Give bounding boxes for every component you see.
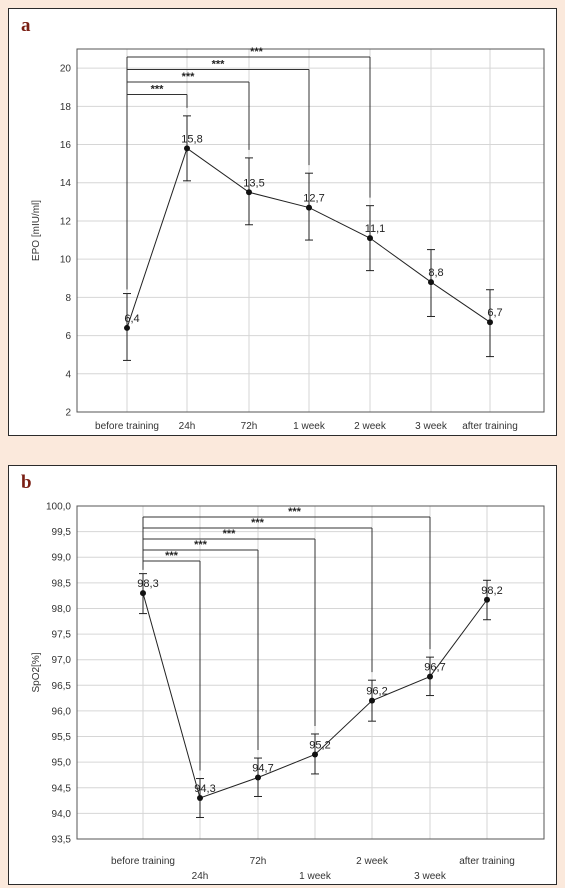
data-point	[428, 279, 434, 286]
y-tick-label: 20	[60, 64, 72, 75]
y-tick-label: 98,0	[52, 604, 72, 615]
y-tick-label: 2	[65, 408, 71, 419]
spo2-chart: 93,5 94,0 94,5 95,0 95,5 96,0 96,5 97,0 97,5 98,0…	[31, 502, 545, 882]
data-point	[246, 189, 252, 196]
data-point	[427, 673, 433, 680]
significance-stars: ***	[223, 528, 237, 540]
data-label: 8,8	[428, 267, 443, 279]
y-tick-label: 12	[60, 216, 72, 227]
significance-stars: ***	[288, 506, 302, 518]
y-tick-label: 100,0	[46, 502, 71, 513]
data-label: 6,7	[487, 307, 502, 319]
data-label: 12,7	[303, 193, 324, 205]
y-axis-label: EPO [mIU/ml]	[31, 200, 42, 261]
data-label: 94,3	[194, 783, 215, 795]
chart-panel-b: b 93,5 94,0 94,5 95,0 95,5 96,0 96,5 97,0 97,5 98…	[8, 465, 557, 885]
x-tick-label: 72h	[241, 421, 258, 432]
y-axis-label: SpO2[%]	[31, 652, 42, 692]
y-tick-label: 14	[60, 178, 72, 189]
data-point	[124, 324, 130, 331]
significance-stars: ***	[165, 550, 179, 562]
data-label: 96,2	[366, 686, 387, 698]
x-tick-label: after training	[459, 856, 515, 867]
data-label: 96,7	[424, 662, 445, 674]
y-tick-label: 96,5	[52, 681, 72, 692]
data-label: 6,4	[124, 313, 139, 325]
chart-panel-a: a 2 4 6 8 10 12 14 16 18 20 before training 24h 72h 1…	[8, 8, 557, 436]
x-tick-label: 2 week	[356, 856, 389, 867]
y-tick-label: 93,5	[52, 835, 72, 846]
data-point	[312, 751, 318, 758]
data-label: 95,2	[309, 739, 330, 751]
x-tick-label: 24h	[179, 421, 196, 432]
panel-letter-a: a	[21, 15, 31, 36]
y-tick-label: 94,0	[52, 809, 72, 820]
significance-stars: ***	[251, 517, 265, 529]
plot-frame	[76, 48, 545, 413]
data-point	[484, 596, 490, 603]
x-tick-label: 3 week	[415, 421, 448, 432]
significance-stars: ***	[212, 59, 226, 71]
y-tick-label: 18	[60, 102, 72, 113]
epo-chart: 2 4 6 8 10 12 14 16 18 20 before training 24h 72h 1 w…	[31, 46, 545, 432]
significance-stars: ***	[151, 84, 165, 96]
data-label: 13,5	[243, 177, 264, 189]
y-tick-label: 4	[65, 369, 71, 380]
y-tick-label: 95,0	[52, 758, 72, 769]
x-tick-label: 24h	[192, 871, 209, 882]
data-point	[184, 145, 190, 152]
significance-stars: ***	[250, 46, 264, 58]
y-tick-label: 99,5	[52, 527, 72, 538]
data-point	[197, 795, 203, 802]
y-tick-label: 98,5	[52, 578, 72, 589]
data-point	[487, 319, 493, 326]
x-tick-label: 1 week	[299, 871, 332, 882]
data-point	[306, 204, 312, 211]
x-tick-label: after training	[462, 421, 518, 432]
data-label: 94,7	[252, 763, 273, 775]
y-tick-label: 99,0	[52, 553, 72, 564]
data-label: 98,2	[481, 585, 502, 597]
data-label: 15,8	[181, 133, 202, 145]
y-tick-label: 6	[65, 331, 71, 342]
y-tick-label: 10	[60, 255, 72, 266]
x-tick-label: before training	[95, 421, 159, 432]
plot-frame	[76, 505, 545, 840]
x-tick-label: 1 week	[293, 421, 326, 432]
x-tick-label: 72h	[250, 856, 267, 867]
data-label: 98,3	[137, 578, 158, 590]
y-tick-label: 96,0	[52, 706, 72, 717]
significance-stars: ***	[194, 539, 208, 551]
data-point	[255, 774, 261, 781]
x-tick-label: 3 week	[414, 871, 447, 882]
x-tick-label: before training	[111, 856, 175, 867]
data-point	[367, 235, 373, 242]
y-tick-label: 97,0	[52, 655, 72, 666]
panel-letter-b: b	[21, 472, 32, 493]
y-tick-label: 95,5	[52, 732, 72, 743]
y-tick-label: 97,5	[52, 630, 72, 641]
y-tick-label: 8	[65, 293, 71, 304]
data-point	[369, 697, 375, 704]
significance-stars: ***	[182, 71, 196, 83]
data-label: 11,1	[365, 223, 386, 235]
y-tick-label: 16	[60, 140, 72, 151]
x-tick-label: 2 week	[354, 421, 387, 432]
y-tick-label: 94,5	[52, 783, 72, 794]
data-point	[140, 590, 146, 597]
